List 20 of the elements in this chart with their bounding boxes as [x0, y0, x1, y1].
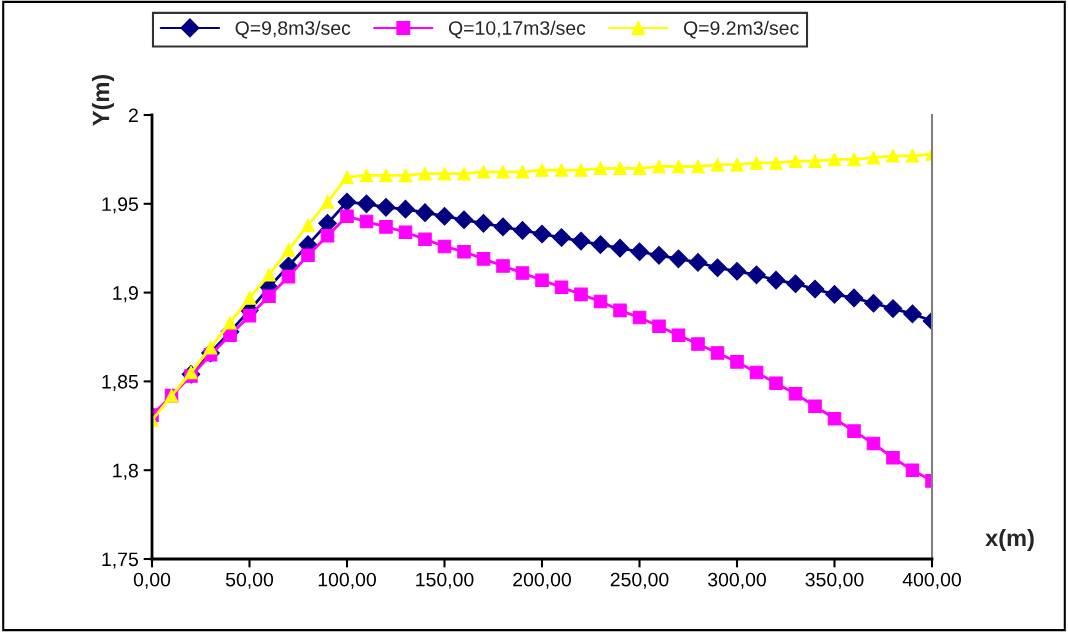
x-tick-label: 200,00	[513, 572, 571, 589]
legend-label: Q=9,8m3/sec	[235, 20, 351, 39]
y-tick-label: 1,9	[113, 286, 138, 303]
x-tick-label: 250,00	[610, 572, 669, 589]
y-tick-label: 1,95	[102, 197, 138, 214]
y-tick-label: 1,75	[102, 552, 138, 569]
x-tick-label: 50,00	[225, 572, 274, 589]
x-tick-label: 100,00	[318, 572, 376, 589]
y-tick-label: 1,85	[102, 374, 138, 391]
x-tick-label: 350,00	[805, 572, 864, 589]
x-tick-label: 150,00	[416, 572, 474, 589]
y-axis-title: Y(m)	[92, 74, 114, 126]
legend-label: Q=9.2m3/sec	[683, 20, 799, 39]
x-tick-label: 300,00	[708, 572, 766, 589]
x-tick-label: 0,00	[133, 572, 171, 589]
y-tick-label: 2	[128, 108, 138, 123]
legend-label: Q=10,17m3/sec	[448, 20, 586, 39]
y-tick-label: 1,8	[113, 463, 138, 480]
x-axis-title: x(m)	[985, 528, 1034, 552]
x-tick-label: 400,00	[902, 572, 961, 589]
